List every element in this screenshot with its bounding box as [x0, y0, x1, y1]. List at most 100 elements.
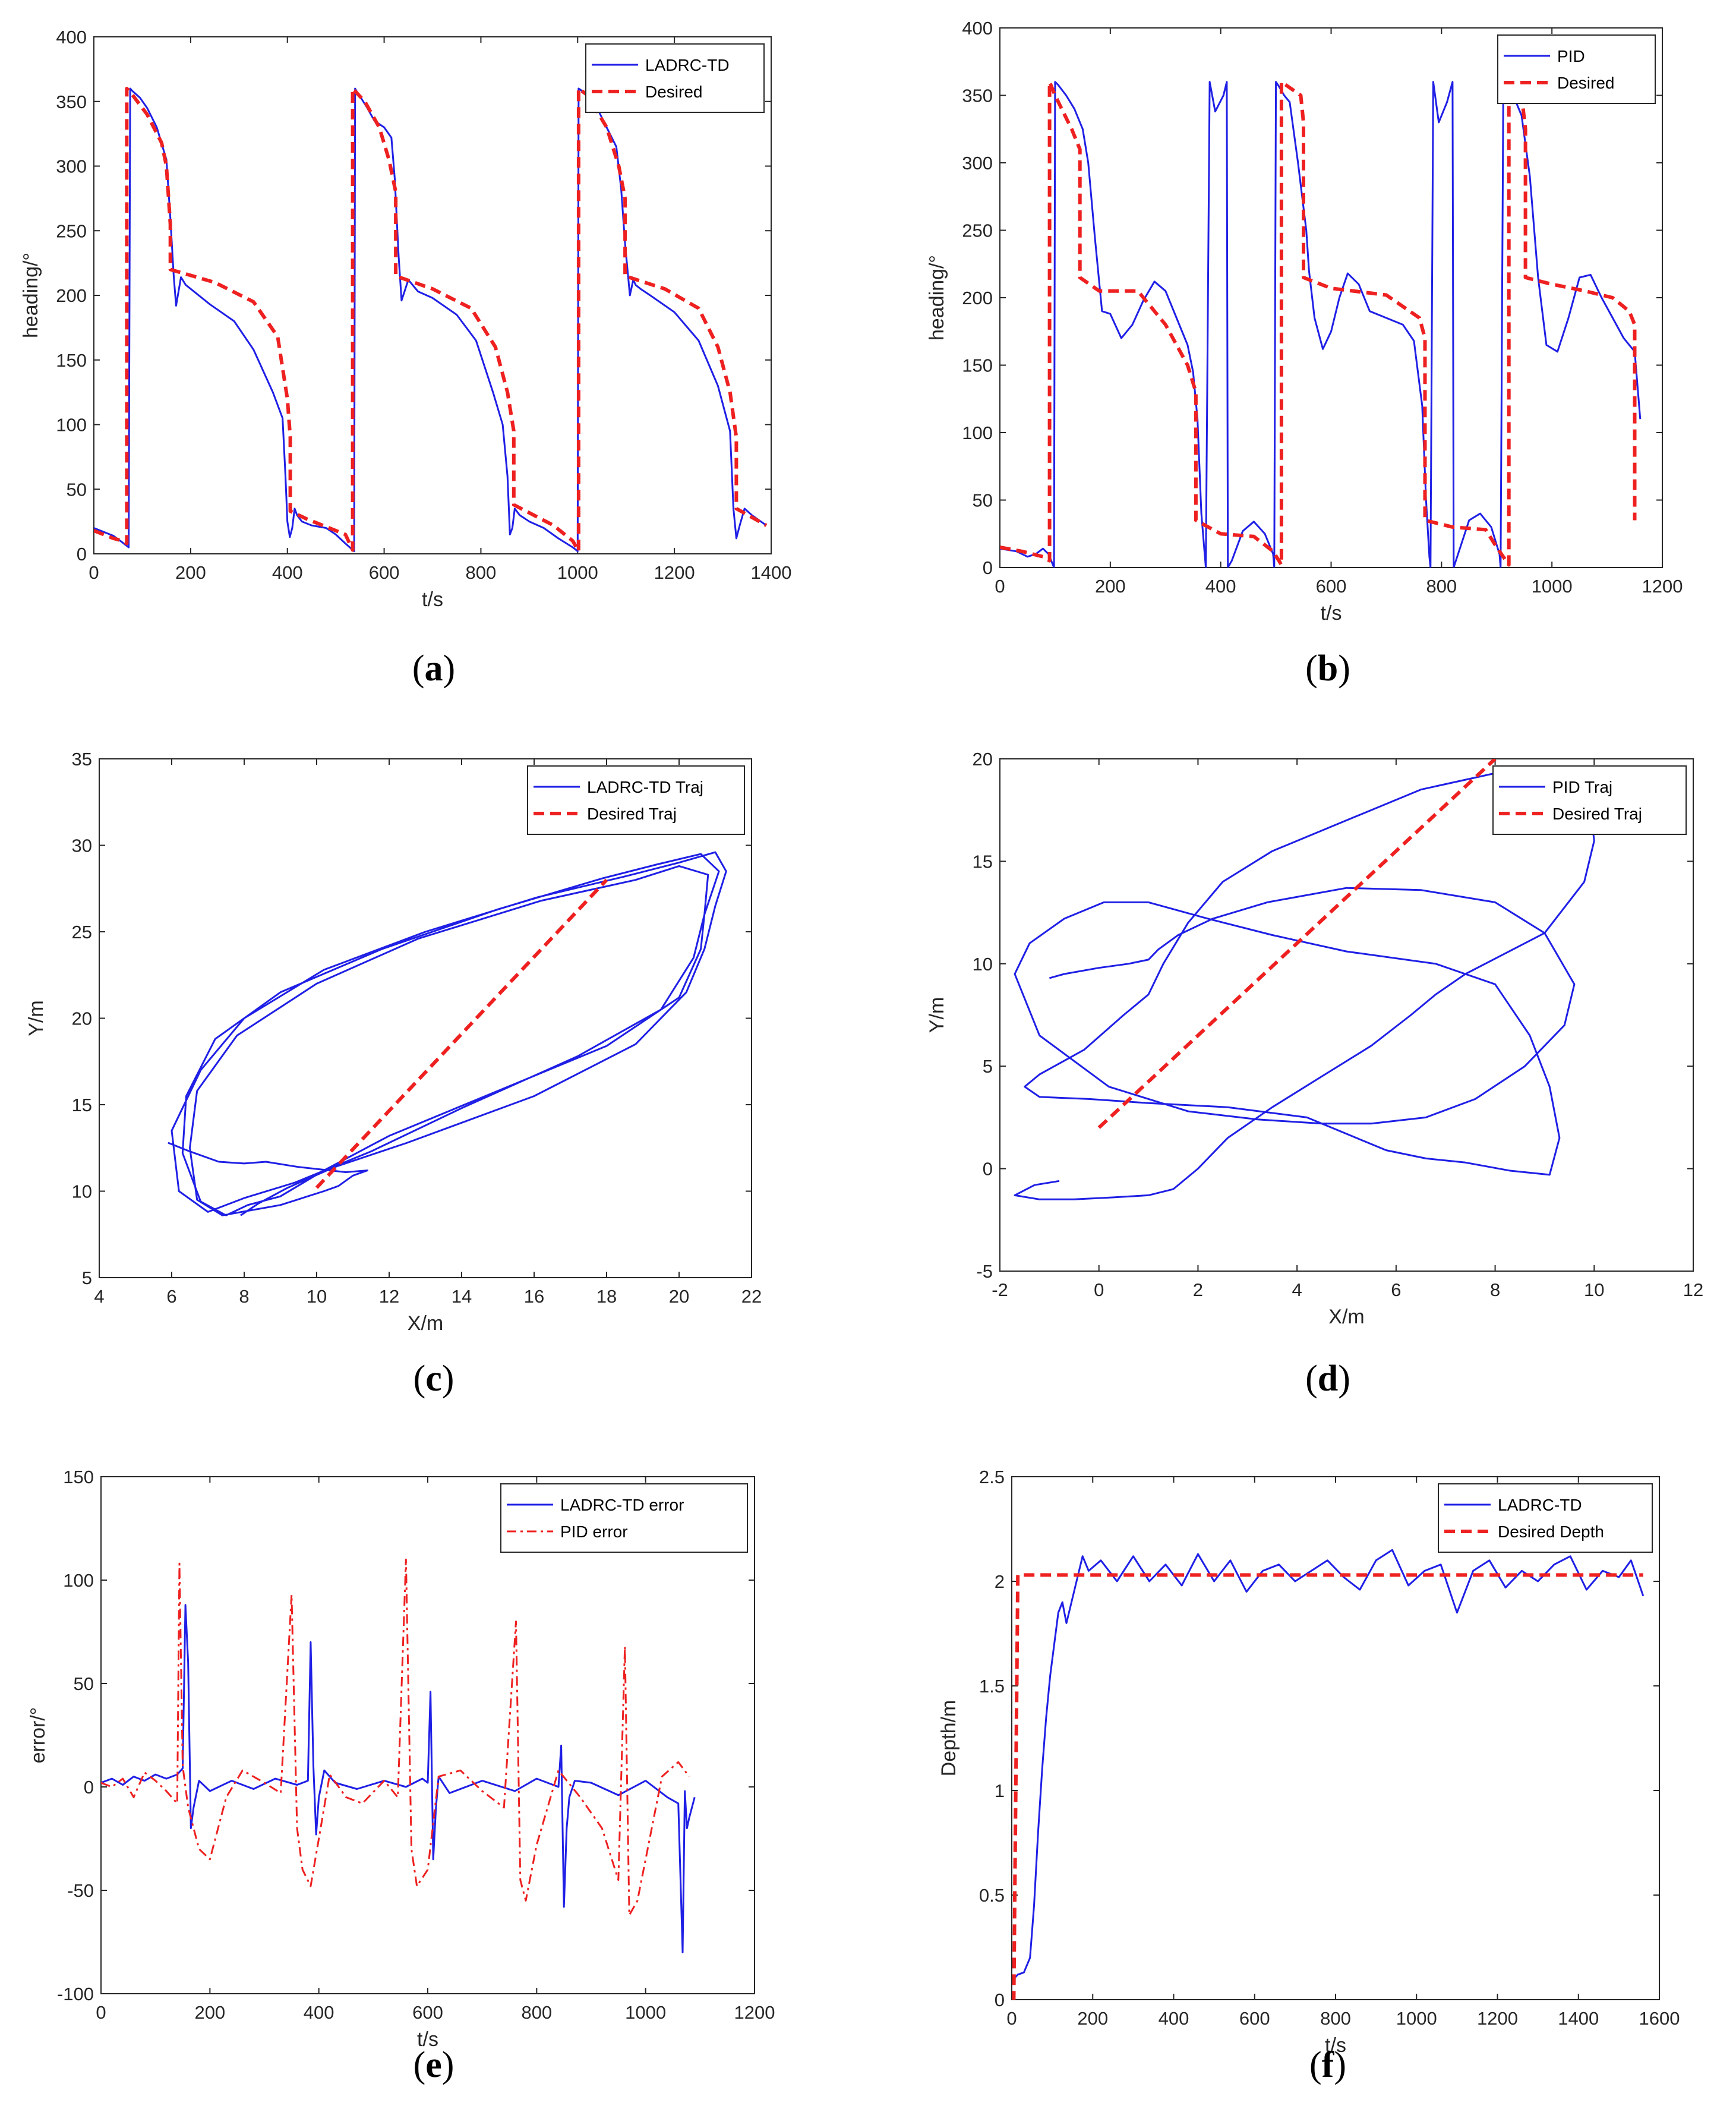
- x-tick-label: 200: [175, 562, 206, 583]
- legend-box: [1497, 34, 1656, 104]
- x-tick-label: 1000: [625, 2002, 666, 2023]
- series-line-ladrc-td-traj: [168, 851, 727, 1216]
- series-line-desired: [94, 87, 768, 553]
- y-tick-label: 2.5: [979, 1467, 1005, 1487]
- y-tick-label: 150: [962, 355, 993, 376]
- y-tick-label: 0.5: [979, 1885, 1005, 1906]
- axes-box: [999, 758, 1694, 1272]
- legend-label: Desired: [645, 83, 702, 101]
- y-axis-label: error/°: [27, 1707, 49, 1764]
- y-tick-label: 100: [962, 423, 993, 443]
- caption-letter: c: [425, 1358, 442, 1399]
- x-tick-label: 8: [239, 1286, 249, 1307]
- x-tick-label: -2: [992, 1279, 1008, 1300]
- y-tick-label: 5: [983, 1056, 993, 1077]
- legend-label: PID: [1557, 47, 1585, 65]
- x-tick-label: 200: [1095, 576, 1126, 597]
- y-axis-label: Depth/m: [938, 1700, 960, 1777]
- x-tick-label: 0: [96, 2002, 106, 2023]
- x-tick-label: 2: [1193, 1279, 1203, 1300]
- y-axis-label: Y/m: [926, 997, 948, 1033]
- x-tick-label: 6: [166, 1286, 176, 1307]
- x-tick-label: 0: [995, 576, 1005, 597]
- x-tick-label: 400: [272, 562, 303, 583]
- x-tick-label: 10: [1584, 1279, 1604, 1300]
- y-tick-label: 400: [962, 18, 993, 39]
- panel-b: 0 200 400 600 800 1000 1200 0 50 100 150 200 250 300 3…: [926, 18, 1683, 689]
- caption-close: ): [442, 1358, 454, 1399]
- y-tick-label: 50: [67, 479, 87, 500]
- x-tick-label: 0: [1094, 1279, 1104, 1300]
- x-tick-label: 800: [1426, 576, 1457, 597]
- y-tick-label: -100: [57, 1984, 94, 2004]
- legend-box: [527, 765, 745, 835]
- caption-open: (: [414, 2045, 426, 2085]
- y-tick-label: 0: [77, 544, 87, 565]
- x-tick-label: 800: [466, 562, 497, 583]
- y-axis-label: heading/°: [926, 255, 948, 341]
- legend: LADRC-TD error PID error: [500, 1483, 748, 1553]
- x-tick-label: 12: [1683, 1279, 1703, 1300]
- legend-label: LADRC-TD: [1498, 1496, 1582, 1514]
- y-axis-label: heading/°: [20, 253, 42, 338]
- series-line-pid-error: [101, 1558, 690, 1916]
- x-tick-label: 800: [1320, 2008, 1351, 2029]
- caption-open: (: [1305, 648, 1318, 689]
- x-tick-label: 600: [369, 562, 400, 583]
- y-tick-label: 15: [973, 851, 993, 872]
- x-tick-label: 1000: [557, 562, 598, 583]
- y-tick-label: 5: [82, 1268, 92, 1288]
- legend: PID Traj Desired Traj: [1492, 765, 1687, 835]
- x-tick-label: 1400: [1558, 2008, 1599, 2029]
- y-tick-label: 200: [962, 288, 993, 308]
- y-tick-label: 10: [72, 1181, 92, 1202]
- x-tick-label: 0: [1006, 2008, 1017, 2029]
- y-tick-label: 1.5: [979, 1676, 1005, 1697]
- y-tick-label: 20: [72, 1008, 92, 1029]
- caption-letter: e: [425, 2045, 442, 2085]
- x-tick-label: 1200: [734, 2002, 775, 2023]
- panel-e: 0 200 400 600 800 1000 1200 -100 -50 0 50 100 150 t/s…: [27, 1467, 775, 2085]
- caption-open: (: [414, 1358, 426, 1399]
- y-tick-label: 0: [995, 1990, 1005, 2010]
- x-tick-label: 1200: [1477, 2008, 1518, 2029]
- x-axis-label: t/s: [422, 588, 443, 611]
- caption-letter: a: [425, 648, 443, 689]
- legend-box: [1492, 765, 1687, 835]
- legend-label: LADRC-TD: [645, 56, 730, 74]
- legend: LADRC-TD Desired: [585, 43, 765, 113]
- legend-label: Desired Depth: [1498, 1522, 1604, 1541]
- legend-box: [1438, 1483, 1653, 1553]
- series-line-pid-traj: [1014, 766, 1595, 1200]
- legend-label: PID Traj: [1552, 778, 1612, 796]
- x-tick-label: 4: [1292, 1279, 1302, 1300]
- y-tick-label: 50: [973, 490, 993, 511]
- panel-caption: (a): [412, 648, 455, 689]
- caption-open: (: [1309, 2045, 1322, 2085]
- x-tick-label: 600: [1239, 2008, 1270, 2029]
- x-tick-label: 0: [89, 562, 99, 583]
- caption-letter: f: [1322, 2045, 1335, 2085]
- caption-close: ): [443, 648, 456, 689]
- y-tick-label: 15: [72, 1095, 92, 1115]
- x-tick-label: 8: [1490, 1279, 1500, 1300]
- y-tick-label: 0: [983, 557, 993, 578]
- legend-box: [585, 43, 765, 113]
- x-tick-label: 18: [596, 1286, 617, 1307]
- panel-f: 0 200 400 600 800 1000 1200 1400 1600 0 0.5 1 1.5 2 2.…: [938, 1467, 1680, 2085]
- x-tick-label: 1200: [1642, 576, 1683, 597]
- y-tick-label: 20: [973, 749, 993, 770]
- legend-label: Desired Traj: [587, 805, 677, 823]
- panel-c: 4 6 8 10 12 14 16 18 20 22 5 10 15 20 25 30 35 X/m Y/m LADR…: [25, 749, 762, 1399]
- x-tick-label: 600: [412, 2002, 443, 2023]
- legend: LADRC-TD Desired Depth: [1438, 1483, 1653, 1553]
- series-line-desired-traj: [1097, 759, 1497, 1129]
- y-tick-label: 1: [995, 1780, 1005, 1801]
- caption-open: (: [412, 648, 425, 689]
- x-tick-label: 1000: [1396, 2008, 1437, 2029]
- x-tick-label: 1200: [654, 562, 695, 583]
- x-tick-label: 400: [304, 2002, 334, 2023]
- x-tick-label: 400: [1159, 2008, 1189, 2029]
- y-tick-label: 100: [63, 1570, 94, 1591]
